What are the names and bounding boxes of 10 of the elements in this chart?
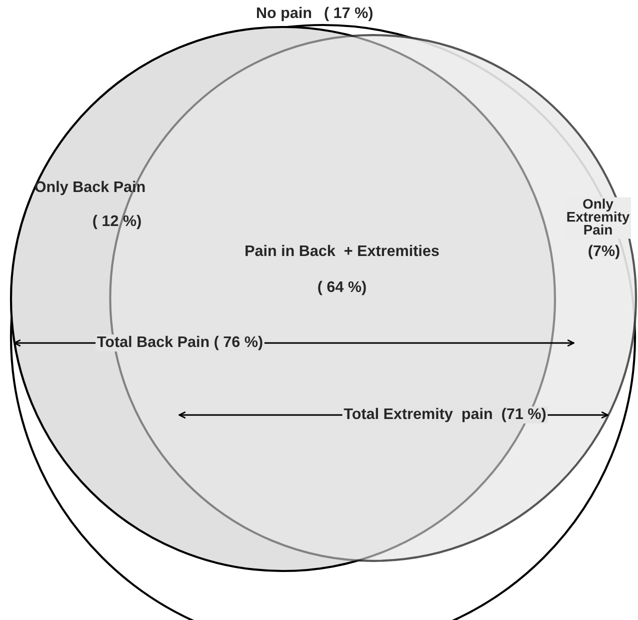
- data-label: ( 12 %): [93, 214, 141, 230]
- data-label: (7%): [588, 244, 620, 260]
- data-label: ( 64 %): [318, 280, 366, 296]
- category-label: Pain in Back + Extremities: [246, 244, 439, 256]
- data-label: ( 17 %): [324, 6, 372, 22]
- category-label: No pain: [257, 6, 312, 22]
- category-label: Only Back Pain: [35, 180, 145, 196]
- category-label: Only Extremity Pain: [567, 198, 630, 235]
- text: Total Extremity pain (71 %): [344, 408, 546, 422]
- text: Total Back Pain ( 76 %): [97, 336, 262, 350]
